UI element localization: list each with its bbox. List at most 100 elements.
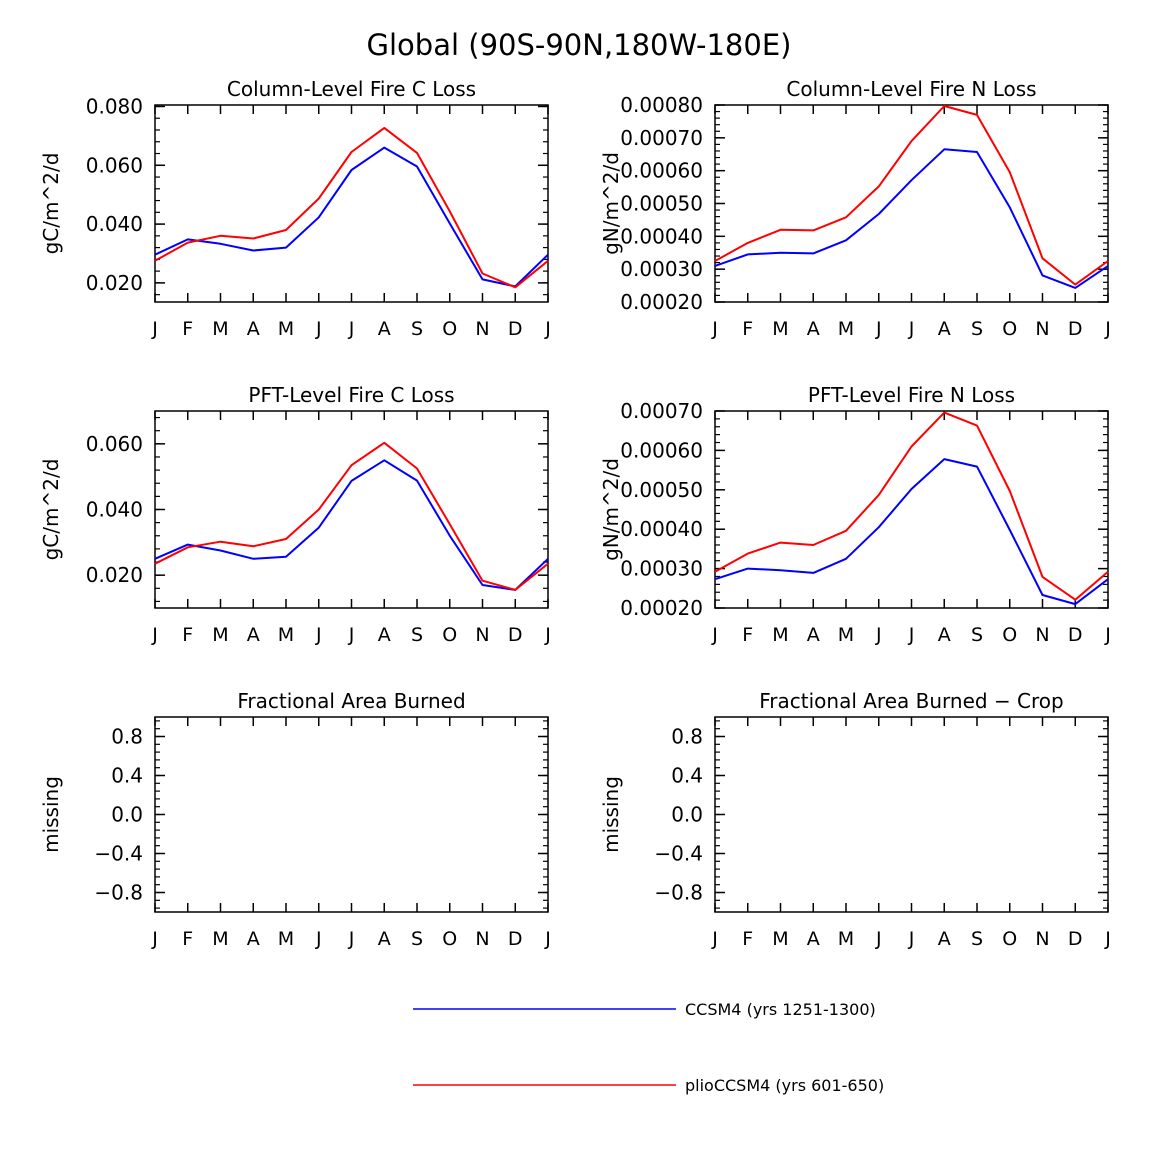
x-tick-label: A	[938, 928, 951, 950]
x-tick-label: S	[971, 624, 983, 646]
y-axis-label: gN/m^2/d	[599, 458, 623, 561]
y-tick-label: 0.080	[86, 94, 143, 118]
legend-label: CCSM4 (yrs 1251-1300)	[685, 1000, 876, 1019]
series-line-plioccsm4	[714, 105, 1109, 286]
panel-title: Fractional Area Burned − Crop	[759, 689, 1063, 713]
y-axis-label: gC/m^2/d	[39, 153, 63, 255]
x-tick-label: M	[212, 928, 228, 950]
x-tick-label: N	[475, 318, 489, 340]
x-tick-label: M	[278, 928, 294, 950]
y-tick-label: 0.00060	[620, 159, 703, 183]
x-tick-label: M	[838, 624, 854, 646]
panel-title: Column-Level Fire C Loss	[227, 77, 476, 101]
x-tick-label: M	[278, 624, 294, 646]
x-tick-label: A	[938, 624, 951, 646]
y-tick-label: 0.8	[671, 725, 703, 749]
y-tick-label: 0.00020	[620, 290, 703, 314]
y-tick-label: 0.00030	[620, 557, 703, 581]
x-tick-label: M	[278, 318, 294, 340]
x-tick-label: J	[908, 318, 915, 340]
x-tick-label: A	[807, 928, 820, 950]
x-tick-label: J	[151, 624, 158, 646]
x-tick-label: F	[742, 624, 753, 646]
series-line-plioccsm4	[714, 411, 1109, 601]
x-tick-label: O	[442, 318, 457, 340]
plot-frame	[714, 104, 1109, 303]
series-line-ccsm4	[154, 146, 549, 288]
x-tick-label: J	[908, 624, 915, 646]
x-tick-label: D	[508, 624, 523, 646]
y-tick-label: 0.8	[111, 725, 143, 749]
y-tick-label: 0.00070	[620, 399, 703, 423]
panel-title: PFT-Level Fire N Loss	[808, 383, 1015, 407]
y-tick-label: 0.00060	[620, 438, 703, 462]
x-tick-label: J	[544, 318, 551, 340]
y-tick-label: 0.060	[86, 153, 143, 177]
x-tick-label: N	[1035, 928, 1049, 950]
x-tick-label: J	[315, 318, 322, 340]
y-tick-label: −0.4	[654, 842, 703, 866]
x-tick-label: N	[475, 624, 489, 646]
x-tick-label: O	[442, 624, 457, 646]
x-tick-label: D	[1068, 318, 1083, 340]
y-tick-label: −0.8	[654, 881, 703, 905]
panel-title: PFT-Level Fire C Loss	[248, 383, 454, 407]
panel-4: J F M A M J J A S O N D J0.000700.000600.000500.0004…	[599, 383, 1111, 646]
x-tick-label: S	[971, 318, 983, 340]
y-axis-label: missing	[599, 776, 623, 853]
panel-1: J F M A M J J A S O N D J0.0800.0600.0400.020Column-…	[39, 77, 551, 340]
x-tick-label: O	[1002, 928, 1017, 950]
x-tick-label: J	[711, 318, 718, 340]
x-tick-label: N	[475, 928, 489, 950]
panels: J F M A M J J A S O N D J0.0800.0600.0400.020Column-…	[39, 77, 1111, 950]
x-tick-label: J	[1104, 928, 1111, 950]
x-tick-label: M	[772, 928, 788, 950]
x-tick-label: J	[315, 624, 322, 646]
plot-frame	[154, 410, 549, 609]
x-tick-label: F	[182, 318, 193, 340]
y-tick-label: 0.00050	[620, 478, 703, 502]
x-tick-label: A	[247, 928, 260, 950]
series-line-plioccsm4	[154, 441, 549, 591]
x-tick-label: F	[742, 928, 753, 950]
plot-frame	[154, 716, 549, 913]
y-tick-label: −0.8	[94, 881, 143, 905]
plot-frame	[714, 716, 1109, 913]
x-tick-label: J	[315, 928, 322, 950]
y-tick-label: 0.00050	[620, 192, 703, 216]
panel-title: Fractional Area Burned	[237, 689, 465, 713]
x-tick-label: S	[411, 318, 423, 340]
x-tick-label: D	[1068, 624, 1083, 646]
y-tick-label: 0.0	[111, 803, 143, 827]
y-tick-label: 0.040	[86, 212, 143, 236]
x-tick-label: J	[875, 928, 882, 950]
x-tick-label: M	[772, 624, 788, 646]
x-tick-label: F	[182, 624, 193, 646]
x-tick-label: M	[772, 318, 788, 340]
x-tick-label: J	[1104, 318, 1111, 340]
y-tick-label: 0.040	[86, 498, 143, 522]
x-tick-label: M	[838, 928, 854, 950]
x-tick-label: J	[711, 624, 718, 646]
series-line-ccsm4	[154, 459, 549, 591]
y-tick-label: 0.00080	[620, 93, 703, 117]
x-tick-label: N	[1035, 318, 1049, 340]
legend: CCSM4 (yrs 1251-1300) plioCCSM4 (yrs 601-…	[413, 1000, 884, 1095]
x-tick-label: O	[1002, 318, 1017, 340]
y-tick-label: 0.060	[86, 432, 143, 456]
y-tick-label: 0.00040	[620, 517, 703, 541]
x-tick-label: A	[378, 624, 391, 646]
x-tick-label: S	[971, 928, 983, 950]
panel-title: Column-Level Fire N Loss	[786, 77, 1036, 101]
x-tick-label: M	[212, 624, 228, 646]
y-tick-label: 0.00070	[620, 126, 703, 150]
y-tick-label: 0.0	[671, 803, 703, 827]
x-tick-label: D	[1068, 928, 1083, 950]
x-tick-label: A	[807, 624, 820, 646]
x-tick-label: M	[212, 318, 228, 340]
y-tick-label: 0.4	[671, 764, 703, 788]
y-tick-label: 0.00020	[620, 596, 703, 620]
series-line-ccsm4	[714, 458, 1109, 606]
